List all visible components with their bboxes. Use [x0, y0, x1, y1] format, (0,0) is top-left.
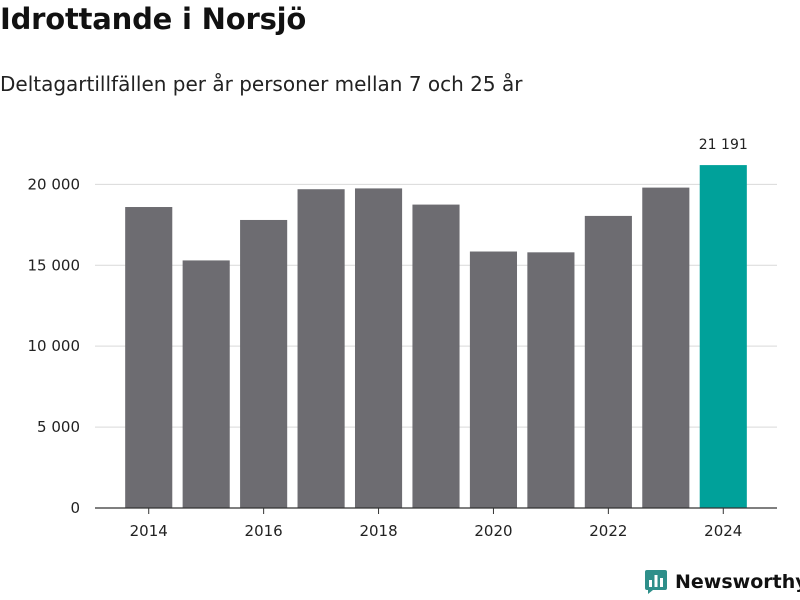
- x-tick-label: 2024: [704, 522, 742, 540]
- x-tick-label: 2022: [589, 522, 627, 540]
- bar-2018: [354, 188, 403, 508]
- y-tick-label: 20 000: [28, 175, 81, 193]
- bar-2024: [699, 165, 747, 508]
- x-tick-label: 2020: [474, 522, 512, 540]
- y-tick-label: 0: [70, 499, 80, 517]
- x-tick-label: 2018: [359, 522, 397, 540]
- bars: [125, 165, 747, 509]
- bar-2020: [469, 251, 518, 508]
- x-tick-label: 2014: [130, 522, 168, 540]
- chart-subtitle: Deltagartillfällen per år personer mella…: [0, 72, 523, 96]
- brand-name: Newsworthy: [675, 571, 800, 593]
- axes: 0 5 000 10 000 15 000 20 000 2014 2016 2018 2020…: [28, 175, 777, 540]
- bar-2017: [297, 189, 345, 508]
- y-tick-label: 15 000: [28, 256, 81, 274]
- y-tick-label: 10 000: [28, 337, 81, 355]
- bar-2015: [182, 260, 230, 508]
- bar-2021: [527, 252, 575, 508]
- data-labels: 21 191: [699, 137, 748, 153]
- newsworthy-logo-icon: [645, 570, 667, 594]
- data-label: 21 191: [699, 137, 748, 153]
- bar-2016: [240, 219, 288, 509]
- y-tick-label: 5 000: [37, 418, 80, 436]
- chart-title: Idrottande i Norsjö: [0, 2, 307, 36]
- x-tick-label: 2016: [245, 522, 283, 540]
- bar-2014: [125, 207, 173, 508]
- brand-logo: Newsworthy: [644, 569, 800, 595]
- bar-2022: [584, 215, 632, 508]
- bar-2023: [642, 187, 690, 508]
- bar-2019: [412, 204, 460, 508]
